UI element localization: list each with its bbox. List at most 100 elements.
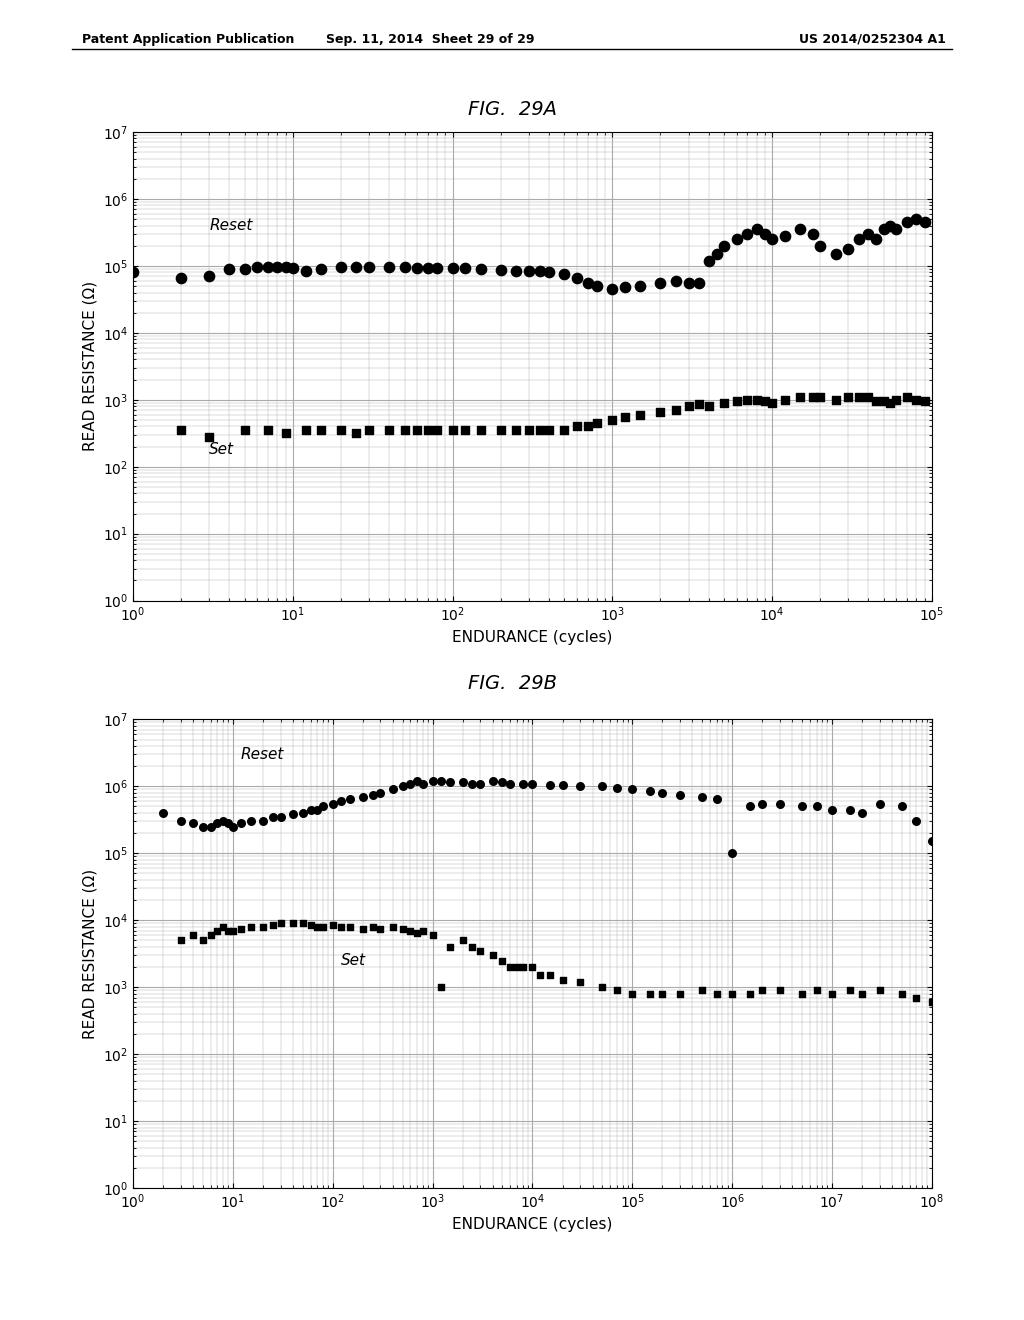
Point [572, 776, 589, 797]
Point [772, 793, 788, 814]
Point [556, 264, 572, 285]
Point [195, 929, 211, 950]
Point [509, 957, 525, 978]
Point [325, 793, 341, 814]
Point [333, 791, 349, 812]
Point [728, 391, 744, 412]
Point [312, 420, 329, 441]
Point [173, 810, 189, 832]
X-axis label: ENDURANCE (cycles): ENDURANCE (cycles) [453, 630, 612, 644]
Point [424, 924, 440, 945]
Point [851, 387, 867, 408]
Point [444, 257, 461, 279]
Point [654, 783, 671, 804]
Point [173, 268, 189, 289]
Point [757, 223, 773, 244]
Point [894, 983, 910, 1005]
Point [333, 916, 349, 937]
Point [668, 271, 684, 292]
Point [415, 774, 431, 795]
Point [272, 912, 289, 933]
Point [278, 422, 294, 444]
Point [342, 916, 358, 937]
Point [381, 257, 397, 279]
Point [325, 915, 341, 936]
Point [616, 407, 633, 428]
Point [237, 420, 253, 441]
Point [608, 777, 625, 799]
Text: FIG.  29B: FIG. 29B [468, 675, 556, 693]
Point [840, 387, 856, 408]
Point [709, 983, 725, 1005]
Text: US 2014/0252304 A1: US 2014/0252304 A1 [799, 33, 945, 46]
Point [195, 816, 211, 837]
Point [854, 983, 870, 1005]
Point [243, 810, 259, 832]
Point [396, 420, 413, 441]
Point [700, 396, 717, 417]
Point [342, 788, 358, 809]
Point [455, 772, 471, 793]
Point [572, 972, 589, 993]
Point [764, 392, 780, 413]
Point [394, 776, 411, 797]
Point [840, 238, 856, 259]
Point [409, 923, 425, 944]
Point [691, 393, 708, 414]
Point [842, 799, 858, 820]
Point [868, 391, 885, 412]
Point [888, 219, 904, 240]
Point [472, 774, 488, 795]
Point [493, 259, 509, 280]
Point [776, 226, 793, 247]
Point [827, 389, 844, 411]
Point [805, 387, 821, 408]
Text: FIG.  29A: FIG. 29A [468, 100, 556, 119]
Point [269, 257, 286, 279]
Point [542, 965, 558, 986]
Point [432, 771, 449, 792]
Point [237, 259, 253, 280]
Point [908, 987, 925, 1008]
Point [232, 917, 249, 939]
Point [632, 404, 648, 425]
Point [568, 416, 585, 437]
Point [654, 983, 671, 1005]
Point [589, 412, 605, 433]
Point [520, 420, 537, 441]
Point [220, 813, 237, 834]
Point [724, 842, 740, 863]
Point [823, 799, 840, 820]
Point [333, 420, 349, 441]
Point [225, 816, 242, 837]
Point [812, 387, 828, 408]
Point [608, 979, 625, 1001]
Point [472, 940, 488, 961]
Point [871, 979, 888, 1001]
Point [542, 775, 558, 796]
Point [556, 420, 572, 441]
Point [680, 273, 696, 294]
X-axis label: ENDURANCE (cycles): ENDURANCE (cycles) [453, 1217, 612, 1232]
Point [415, 920, 431, 941]
Point [297, 420, 313, 441]
Point [916, 211, 933, 232]
Point [716, 235, 732, 256]
Point [524, 957, 541, 978]
Point [754, 979, 770, 1001]
Point [908, 810, 925, 832]
Point [515, 774, 531, 795]
Point [495, 772, 511, 793]
Point [772, 979, 788, 1001]
Point [429, 257, 445, 279]
Point [792, 219, 808, 240]
Point [827, 243, 844, 264]
Point [749, 219, 765, 240]
Point [899, 387, 915, 408]
Point [531, 420, 548, 441]
Point [201, 426, 217, 447]
Point [464, 774, 480, 795]
Point [520, 260, 537, 281]
Point [589, 276, 605, 297]
Point [409, 257, 425, 279]
